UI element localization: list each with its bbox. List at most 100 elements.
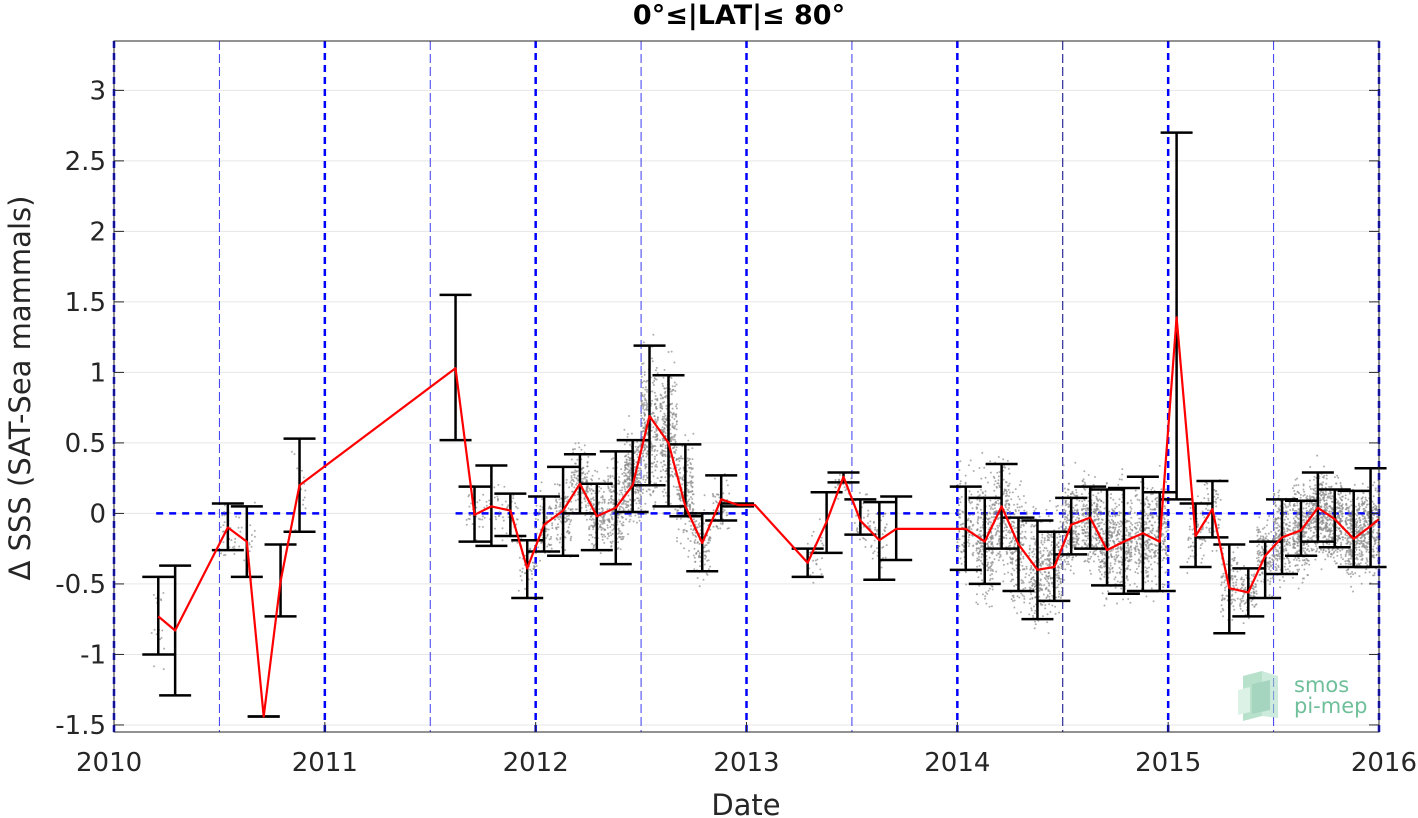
scatter-point [634,490,636,493]
scatter-point [1224,586,1226,589]
scatter-point [1055,574,1058,577]
scatter-point [1128,553,1131,555]
scatter-point [643,371,646,374]
scatter-point [520,579,523,582]
scatter-point [1130,548,1133,551]
scatter-point [586,485,589,487]
scatter-point [651,462,653,465]
scatter-point [1188,525,1191,528]
scatter-point [1032,616,1035,619]
scatter-point [468,494,471,496]
scatter-point [1243,593,1246,595]
scatter-point [1145,513,1148,516]
scatter-point [1049,558,1052,560]
scatter-point [588,525,591,528]
scatter-point [1067,488,1070,491]
scatter-point [1019,526,1022,529]
scatter-point [637,446,640,449]
scatter-point [1082,503,1085,506]
scatter-point [1199,531,1202,534]
scatter-point [627,505,630,507]
scatter-point [624,472,627,475]
scatter-point [979,530,982,533]
scatter-point [1146,517,1149,520]
scatter-point [993,511,996,514]
scatter-point [1138,549,1141,552]
scatter-point [1103,604,1106,607]
scatter-point [637,469,640,472]
scatter-point [624,490,627,493]
scatter-point [1200,561,1203,564]
scatter-point [606,466,609,469]
scatter-point [1127,549,1130,552]
scatter-point [1067,505,1070,508]
scatter-point [625,461,628,463]
scatter-point [675,383,678,386]
scatter-point [1082,478,1085,481]
scatter-point [1045,562,1048,565]
scatter-point [303,496,306,499]
scatter-point [981,542,984,544]
scatter-point [989,508,992,510]
scatter-point [1064,568,1067,571]
scatter-point [975,529,978,532]
scatter-point [570,479,573,482]
scatter-point [1016,595,1019,598]
scatter-point [222,541,225,544]
scatter-point [1013,503,1016,506]
scatter-point [586,490,589,493]
scatter-point [1005,534,1008,537]
scatter-point [639,461,641,464]
scatter-point [618,480,621,483]
scatter-point [1215,505,1218,508]
scatter-point [1030,531,1033,534]
scatter-point [590,492,593,495]
scatter-point [1120,568,1122,571]
scatter-point [962,550,965,553]
scatter-point [618,498,620,501]
scatter-point [664,390,667,393]
scatter-point [1097,525,1100,528]
scatter-point [539,559,542,562]
scatter-point [566,495,569,498]
scatter-point [1013,606,1016,609]
scatter-point [1039,579,1042,582]
scatter-point [1058,533,1061,535]
scatter-point [1243,565,1245,567]
scatter-point [623,469,626,472]
scatter-point [1116,530,1119,533]
scatter-point [575,470,578,473]
scatter-point [656,397,659,400]
scatter-point [1112,570,1114,573]
scatter-point [1206,482,1209,485]
scatter-point [1100,573,1103,576]
scatter-point [819,539,822,542]
scatter-point [558,484,561,487]
scatter-point [703,563,706,566]
scatter-point [1149,513,1152,516]
scatter-point [601,535,604,538]
scatter-point [564,495,567,498]
scatter-point [655,435,658,438]
scatter-point [639,493,642,496]
scatter-point [1221,598,1224,601]
scatter-point [834,479,837,481]
scatter-point [864,493,867,496]
scatter-point [603,541,606,544]
scatter-point [1150,587,1153,590]
scatter-point [1165,557,1168,560]
scatter-point [692,502,695,505]
scatter-point [1032,547,1035,550]
scatter-point [1188,528,1191,531]
scatter-point [612,467,615,470]
scatter-point [1099,578,1102,581]
scatter-point [984,490,987,493]
scatter-point [640,508,643,511]
scatter-point [1103,562,1105,565]
scatter-point [533,565,535,567]
scatter-point [610,517,613,520]
scatter-point [1020,582,1023,584]
scatter-point [1064,511,1066,514]
scatter-point [580,448,583,451]
scatter-point [1033,561,1036,564]
